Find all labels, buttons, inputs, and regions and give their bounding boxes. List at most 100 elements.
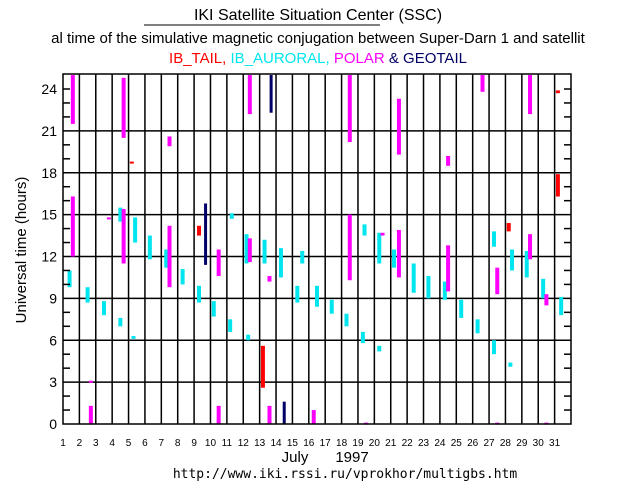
segment-ib-tail — [260, 345, 265, 388]
segment-ib-auroral — [228, 319, 233, 332]
segment-ib-auroral — [211, 301, 216, 317]
x-tick-label: 21 — [385, 438, 397, 449]
segment-geotail — [269, 75, 273, 113]
segment-polar — [70, 75, 75, 124]
chart-subtitle: al time of the simulative magnetic conju… — [51, 30, 585, 47]
x-tick-label: 1 — [60, 438, 66, 449]
segment-ib-auroral — [459, 299, 464, 318]
segment-ib-auroral — [411, 263, 416, 293]
segment-ib-auroral — [262, 239, 267, 264]
y-tick-label: 24 — [41, 81, 57, 97]
legend: IB_TAIL, IB_AURORAL, POLAR & GEOTAIL — [169, 50, 467, 67]
segment-ib-auroral — [541, 278, 546, 299]
segment-ib-auroral — [362, 224, 367, 236]
segment-geotail — [282, 401, 286, 424]
x-tick-label: 10 — [205, 438, 217, 449]
segment-polar — [480, 75, 485, 92]
segment-polar — [121, 77, 126, 138]
segment-polar — [267, 405, 272, 424]
segment-ib-auroral — [491, 231, 496, 247]
x-tick-label: 11 — [222, 438, 233, 449]
segment-polar — [267, 276, 272, 282]
segment-polar — [396, 98, 401, 155]
segment-ib-auroral — [442, 281, 447, 300]
y-tick-label: 3 — [49, 374, 57, 390]
segment-ib-auroral — [295, 285, 300, 303]
y-tick-label: 12 — [41, 249, 57, 265]
segment-polar — [446, 156, 451, 166]
segment-ib-auroral — [85, 287, 90, 303]
x-tick-label: 12 — [238, 438, 250, 449]
segment-ib-auroral — [344, 313, 349, 327]
segment-polar — [347, 214, 352, 281]
segment-polar — [216, 249, 221, 277]
segment-ib-auroral — [131, 336, 136, 339]
segment-ib-auroral — [101, 301, 106, 316]
x-tick-label: 24 — [434, 438, 446, 449]
segment-polar — [396, 229, 401, 278]
x-axis-month: July — [282, 449, 309, 466]
segment-polar — [544, 294, 549, 306]
x-tick-label: 22 — [402, 438, 414, 449]
x-tick-label: 14 — [270, 438, 282, 449]
x-tick-label: 26 — [467, 438, 479, 449]
x-tick-label: 17 — [320, 438, 332, 449]
x-tick-label: 9 — [191, 438, 197, 449]
y-tick-label: 15 — [41, 207, 57, 223]
x-tick-label: 28 — [500, 438, 512, 449]
segment-ib-auroral — [118, 317, 123, 327]
segment-ib-auroral — [133, 217, 138, 243]
segment-polar — [167, 225, 172, 288]
segment-ib-auroral — [67, 270, 72, 288]
x-tick-label: 31 — [549, 438, 561, 449]
segment-ib-auroral — [329, 299, 334, 314]
x-tick-label: 5 — [126, 438, 132, 449]
segment-ib-tail — [555, 90, 560, 94]
x-tick-label: 4 — [109, 438, 115, 449]
segment-ib-auroral — [360, 331, 365, 344]
segment-ib-auroral — [246, 334, 251, 341]
plot-grid — [63, 74, 571, 424]
segment-geotail — [204, 203, 208, 265]
segment-polar — [216, 405, 221, 424]
legend-geotail: & GEOTAIL — [389, 50, 467, 67]
y-tick-label: 0 — [49, 416, 57, 432]
segment-ib-auroral — [164, 249, 169, 268]
segment-polar — [88, 405, 93, 424]
segment-ib-auroral — [180, 269, 185, 285]
x-tick-label: 23 — [418, 438, 430, 449]
segment-ib-tail — [197, 225, 202, 236]
segment-ib-auroral — [147, 235, 152, 260]
segment-ib-auroral — [244, 234, 249, 264]
x-tick-label: 3 — [93, 438, 99, 449]
chart-title: IKI Satellite Situation Center (SSC) — [194, 7, 442, 24]
segment-ib-auroral — [426, 276, 431, 299]
segment-ib-auroral — [510, 249, 515, 271]
segment-ib-auroral — [377, 232, 382, 264]
segment-polar — [495, 267, 500, 295]
legend-ib-auroral: IB_AURORAL, — [230, 50, 329, 67]
segment-ib-tail — [555, 174, 560, 197]
segment-polar — [247, 75, 252, 115]
segment-polar — [380, 232, 385, 236]
segment-ib-auroral — [508, 362, 513, 367]
x-tick-label: 13 — [254, 438, 266, 449]
x-tick-label: 6 — [142, 438, 148, 449]
y-tick-label: 21 — [41, 123, 57, 139]
segment-ib-auroral — [392, 249, 397, 268]
segment-polar — [121, 209, 126, 264]
x-tick-label: 15 — [287, 438, 299, 449]
y-tick-label: 9 — [49, 290, 57, 306]
y-axis-label: Universal time (hours) — [13, 177, 30, 324]
segment-polar — [70, 196, 75, 257]
x-tick-label: 2 — [77, 438, 83, 449]
segment-ib-auroral — [377, 345, 382, 352]
segment-ib-tail — [506, 223, 511, 232]
x-tick-label: 7 — [159, 438, 165, 449]
x-tick-label: 27 — [484, 438, 496, 449]
segment-ib-auroral — [229, 213, 234, 219]
x-tick-label: 8 — [175, 438, 181, 449]
y-tick-label: 18 — [41, 165, 57, 181]
